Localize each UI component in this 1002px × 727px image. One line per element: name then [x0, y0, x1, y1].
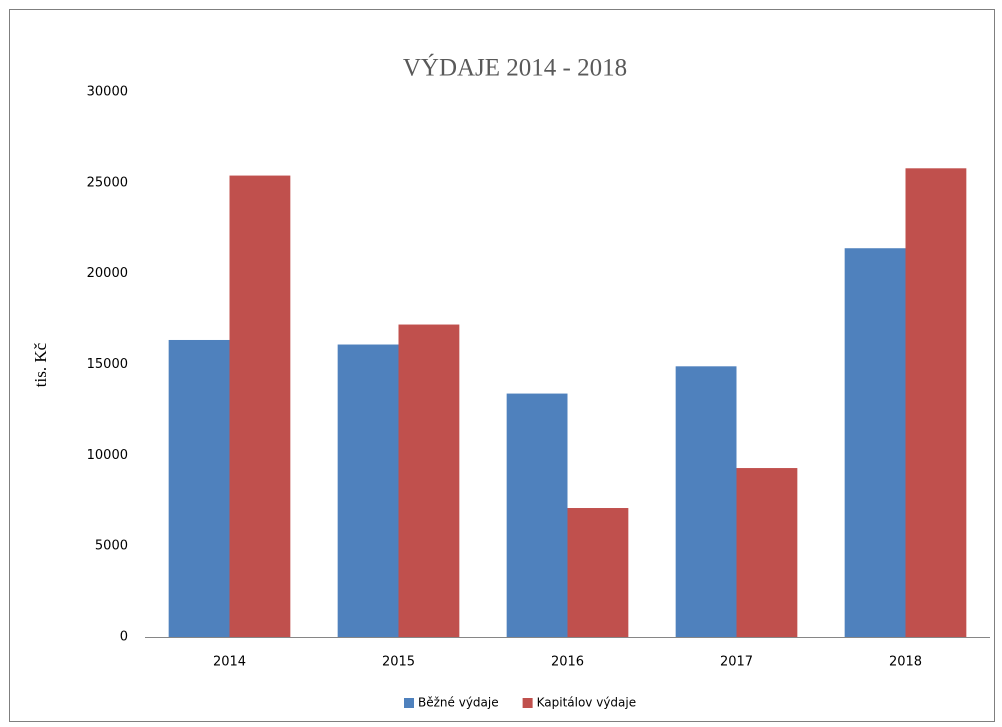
x-tick-label: 2018 — [889, 655, 922, 670]
bar — [567, 508, 629, 637]
bar — [506, 393, 568, 637]
y-tick-label: 0 — [120, 630, 128, 645]
y-tick-label: 15000 — [87, 357, 128, 372]
legend-swatch — [522, 698, 533, 708]
y-tick-label: 5000 — [95, 539, 128, 554]
legend-swatch — [404, 698, 414, 708]
x-tick-label: 2014 — [213, 655, 246, 670]
bar — [168, 339, 230, 637]
bar — [398, 324, 460, 637]
bar — [337, 344, 399, 637]
x-tick-label: 2016 — [551, 655, 584, 670]
bar — [675, 366, 737, 637]
bar — [736, 468, 798, 637]
y-tick-label: 30000 — [87, 85, 128, 100]
y-tick-label: 10000 — [87, 448, 128, 463]
y-axis-label: tis. Kč — [31, 342, 50, 387]
chart-title: VÝDAJE 2014 - 2018 — [403, 54, 627, 82]
legend-label: Běžné výdaje — [418, 696, 499, 710]
bar — [905, 168, 967, 638]
x-tick-label: 2017 — [720, 655, 753, 670]
x-tick-label: 2015 — [382, 655, 415, 670]
y-tick-label: 25000 — [87, 175, 128, 190]
bar — [844, 248, 906, 637]
bar — [229, 175, 291, 638]
legend-label: Kapitálov výdaje — [537, 696, 637, 710]
y-tick-label: 20000 — [87, 266, 128, 281]
